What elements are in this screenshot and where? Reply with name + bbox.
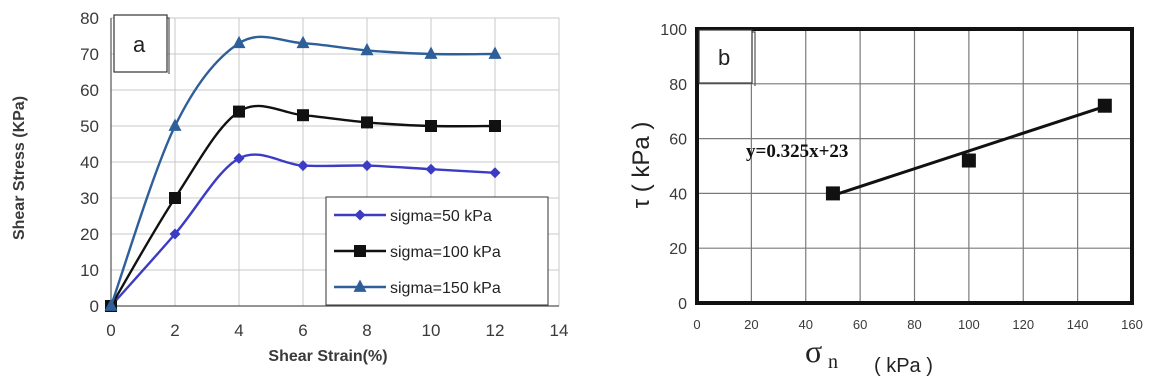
chart-b-x-axis-subscript: n <box>828 351 838 373</box>
chart-b-y-tick-label: 100 <box>660 22 687 39</box>
chart-a-x-tick-label: 6 <box>298 321 307 340</box>
chart-a-data-point <box>168 118 182 131</box>
chart-b-points <box>825 98 1112 201</box>
chart-b-data-point <box>961 153 976 168</box>
chart-b-y-tick-labels: 0 20 40 60 80 100 <box>660 22 687 313</box>
chart-b-y-axis-label: τ ( kPa ) <box>628 122 655 209</box>
chart-b-x-tick-label: 120 <box>1012 317 1034 332</box>
chart-a-data-point <box>489 120 501 132</box>
chart-a-x-tick-label: 10 <box>422 321 441 340</box>
chart-a-y-tick-label: 20 <box>80 225 99 244</box>
chart-b-y-tick-label: 0 <box>678 296 687 313</box>
chart-a-x-axis-label: Shear Strain(%) <box>268 348 387 365</box>
chart-b-y-tick-label: 80 <box>669 77 687 94</box>
chart-a-y-tick-label: 0 <box>90 297 99 316</box>
chart-a-data-point <box>489 167 501 179</box>
chart-a-x-tick-label: 2 <box>170 321 179 340</box>
chart-b-y-tick-label: 20 <box>669 241 687 258</box>
chart-a-legend-label: sigma=150 kPa <box>390 280 501 297</box>
chart-a-data-point <box>361 160 373 172</box>
chart-a-data-point <box>169 192 181 204</box>
chart-a-data-point <box>296 35 310 49</box>
chart-a-data-point <box>297 160 309 172</box>
chart-b-frame <box>695 27 1134 305</box>
chart-a-y-tick-label: 10 <box>80 261 99 280</box>
chart-a-legend-label: sigma=100 kPa <box>390 244 501 261</box>
chart-a-data-point <box>425 120 437 132</box>
chart-a-axes <box>110 18 559 307</box>
chart-a-data-point <box>361 116 373 129</box>
chart-a-y-tick-label: 80 <box>80 9 99 28</box>
chart-b-x-tick-label: 140 <box>1067 317 1089 332</box>
chart-b-panel-label: b <box>718 45 730 70</box>
chart-a-x-tick-label: 14 <box>550 321 569 340</box>
chart-b-x-tick-label: 80 <box>907 317 921 332</box>
chart-a-data-point <box>360 42 374 56</box>
chart-a-y-tick-label: 30 <box>80 189 99 208</box>
chart-a-legend: sigma=50 kPa sigma=100 kPa sigma=150 kPa <box>325 196 549 306</box>
chart-b-x-axis-unit: ( kPa ) <box>874 355 933 377</box>
chart-a-data-point <box>424 46 438 59</box>
chart-b-data-point <box>825 186 840 201</box>
chart-a-legend-marker <box>354 245 366 257</box>
chart-a-x-tick-label: 12 <box>486 321 505 340</box>
chart-a-x-tick-labels: 0 2 4 6 8 10 12 14 <box>106 321 568 340</box>
chart-b: 0 20 40 60 80 100 0 20 40 60 80 100 120 140 160 y=0.3… <box>628 22 1143 377</box>
chart-b-x-tick-label: 20 <box>744 317 758 332</box>
chart-a-y-axis-label: Shear Stress (KPa) <box>11 96 28 240</box>
chart-a-data-point <box>233 105 245 118</box>
chart-b-x-tick-label: 100 <box>958 317 980 332</box>
chart-a-data-point <box>297 109 309 122</box>
chart-a-data-point <box>169 228 181 240</box>
chart-b-x-axis-label: σ n ( kPa ) <box>805 333 933 377</box>
chart-b-y-tick-label: 40 <box>669 186 687 203</box>
chart-a-y-tick-label: 70 <box>80 45 99 64</box>
chart-a: 0 10 20 30 40 50 60 70 80 0 2 4 6 8 10 12 14 Shear Stre… <box>11 9 568 365</box>
chart-a-data-point <box>488 46 502 59</box>
chart-a-x-tick-label: 4 <box>234 321 243 340</box>
chart-b-trendline-equation: y=0.325x+23 <box>746 141 848 162</box>
chart-b-trendline <box>832 104 1106 197</box>
chart-a-data-point <box>425 163 437 175</box>
chart-b-x-tick-label: 40 <box>799 317 813 332</box>
chart-a-legend-label: sigma=50 kPa <box>390 208 492 225</box>
chart-a-panel-label-box: a <box>113 14 170 74</box>
chart-b-y-tick-label: 60 <box>669 132 687 149</box>
chart-b-x-tick-label: 60 <box>853 317 867 332</box>
chart-a-x-tick-label: 0 <box>106 321 115 340</box>
chart-a-panel-label: a <box>133 32 146 57</box>
chart-b-panel-label-box: b <box>698 29 756 86</box>
chart-a-data-point <box>232 35 246 49</box>
chart-b-x-tick-label: 0 <box>693 317 700 332</box>
chart-b-x-tick-label: 160 <box>1121 317 1143 332</box>
chart-a-x-tick-label: 8 <box>362 321 371 340</box>
chart-a-data-point <box>233 152 245 164</box>
chart-a-y-tick-labels: 0 10 20 30 40 50 60 70 80 <box>80 9 99 316</box>
chart-a-legend-marker <box>353 279 367 292</box>
chart-b-data-point <box>1097 98 1112 113</box>
chart-a-series <box>104 35 502 312</box>
chart-a-y-tick-label: 40 <box>80 153 99 172</box>
chart-a-y-tick-label: 50 <box>80 117 99 136</box>
chart-a-y-tick-label: 60 <box>80 81 99 100</box>
chart-a-legend-marker <box>354 209 366 221</box>
chart-a-data-point <box>104 298 118 311</box>
chart-b-x-axis-symbol: σ <box>805 333 822 369</box>
chart-b-x-tick-labels: 0 20 40 60 80 100 120 140 160 <box>693 317 1142 332</box>
